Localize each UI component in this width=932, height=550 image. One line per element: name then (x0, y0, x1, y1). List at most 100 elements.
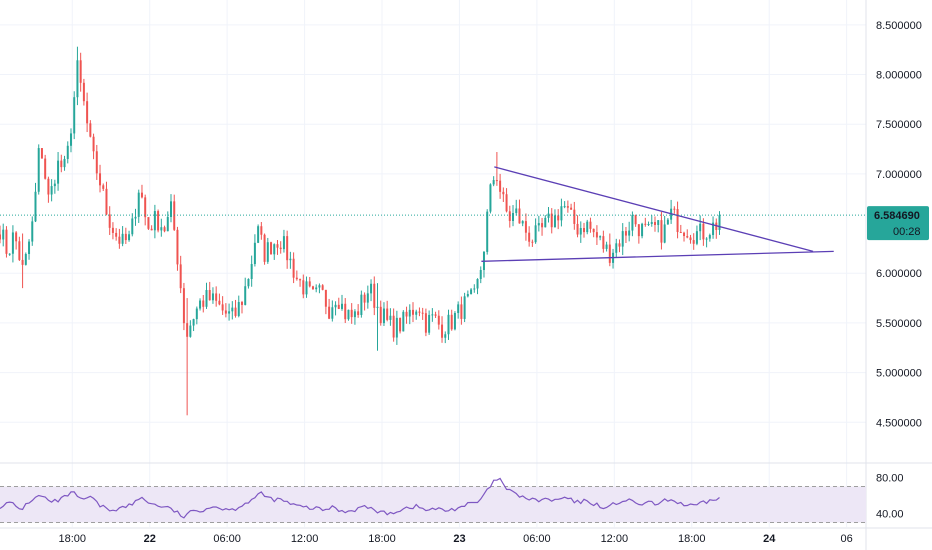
candle-body (99, 173, 102, 186)
price-tick-label: 5.000000 (876, 368, 922, 380)
candle-body (105, 188, 108, 215)
candle-body (31, 221, 34, 242)
candle-body (308, 281, 311, 287)
candle-body (424, 313, 427, 333)
current-price-value: 6.584690 (874, 210, 920, 222)
candle-body (253, 242, 256, 265)
candle-body (437, 315, 440, 325)
candle-body (5, 229, 8, 254)
rsi-band (0, 486, 866, 523)
candle-body (595, 232, 598, 238)
candle-body (489, 184, 492, 212)
candle-body (505, 194, 508, 212)
candle-body (366, 293, 369, 303)
candle-body (92, 136, 95, 152)
candle-body (140, 192, 143, 198)
trendline[interactable] (494, 166, 814, 252)
candle-body (460, 304, 463, 319)
candle-body (579, 228, 582, 235)
candle-body (718, 215, 721, 230)
candle-body (660, 220, 663, 243)
candle-body (705, 238, 708, 240)
candle-body (534, 225, 537, 243)
candle-body (211, 293, 214, 301)
candle-body (234, 307, 237, 316)
candle-body (370, 283, 373, 294)
candle-body (586, 221, 589, 233)
candle-body (399, 317, 402, 332)
candle-body (353, 311, 356, 318)
candle-body (137, 192, 140, 217)
candle-body (686, 236, 689, 238)
candle-body (202, 300, 205, 307)
candle-body (131, 218, 134, 235)
candle-body (708, 235, 711, 239)
candle-body (392, 315, 395, 338)
candle-body (315, 287, 318, 290)
candle-body (621, 231, 624, 247)
candle-body (247, 278, 250, 287)
candle-body (560, 206, 563, 221)
candle-body (328, 306, 331, 319)
time-tick-label: 06:00 (523, 533, 551, 545)
candlestick-series (0, 46, 721, 416)
candle-body (689, 237, 692, 241)
candle-body (189, 325, 192, 337)
candle-body (676, 209, 679, 233)
candle-body (118, 236, 121, 244)
candle-body (273, 244, 276, 255)
candle-body (512, 213, 515, 221)
candle-body (147, 217, 150, 229)
candle-body (589, 221, 592, 229)
time-tick-label: 22 (144, 533, 156, 545)
candle-body (450, 314, 453, 330)
candle-body (502, 191, 505, 195)
candle-body (418, 311, 421, 313)
candle-body (289, 258, 292, 261)
candle-body (163, 227, 166, 232)
time-axis[interactable]: 18:00 22 06:00 12:00 18:00 23 06:00 12:00 18:00 2… (59, 533, 853, 545)
candle-body (205, 290, 208, 307)
candle-body (521, 221, 524, 224)
candle-body (82, 82, 85, 102)
candle-body (695, 231, 698, 244)
candle-body (270, 242, 273, 255)
candle-body (395, 317, 398, 338)
candle-body (331, 307, 334, 319)
candle-body (344, 303, 347, 320)
candle-body (179, 264, 182, 289)
candle-body (634, 215, 637, 225)
candle-body (541, 223, 544, 228)
candle-body (441, 324, 444, 338)
candle-body (647, 223, 650, 225)
price-tick-label: 6.000000 (876, 268, 922, 280)
candle-body (73, 97, 76, 134)
candle-body (15, 232, 18, 242)
candle-body (276, 244, 279, 248)
candle-body (299, 279, 302, 281)
candle-body (666, 219, 669, 225)
candle-body (0, 234, 1, 240)
candle-body (379, 306, 382, 324)
rsi-panel (0, 477, 866, 523)
candle-body (476, 279, 479, 289)
candle-body (218, 300, 221, 305)
price-axis[interactable]: 8.500000 8.000000 7.500000 7.000000 6.000000… (876, 20, 922, 429)
candle-body (318, 285, 321, 288)
candle-body (466, 294, 469, 297)
candle-body (63, 158, 66, 168)
candle-body (8, 253, 11, 255)
candle-body (444, 334, 447, 338)
candle-body (282, 236, 285, 250)
rsi-tick-label: 80.00 (876, 473, 904, 485)
candle-body (428, 314, 431, 333)
candle-body (215, 293, 218, 301)
candle-body (53, 183, 56, 187)
trendline[interactable] (481, 250, 834, 262)
candle-body (637, 224, 640, 237)
candle-body (231, 307, 234, 312)
candle-body (373, 283, 376, 308)
candle-body (266, 242, 269, 262)
